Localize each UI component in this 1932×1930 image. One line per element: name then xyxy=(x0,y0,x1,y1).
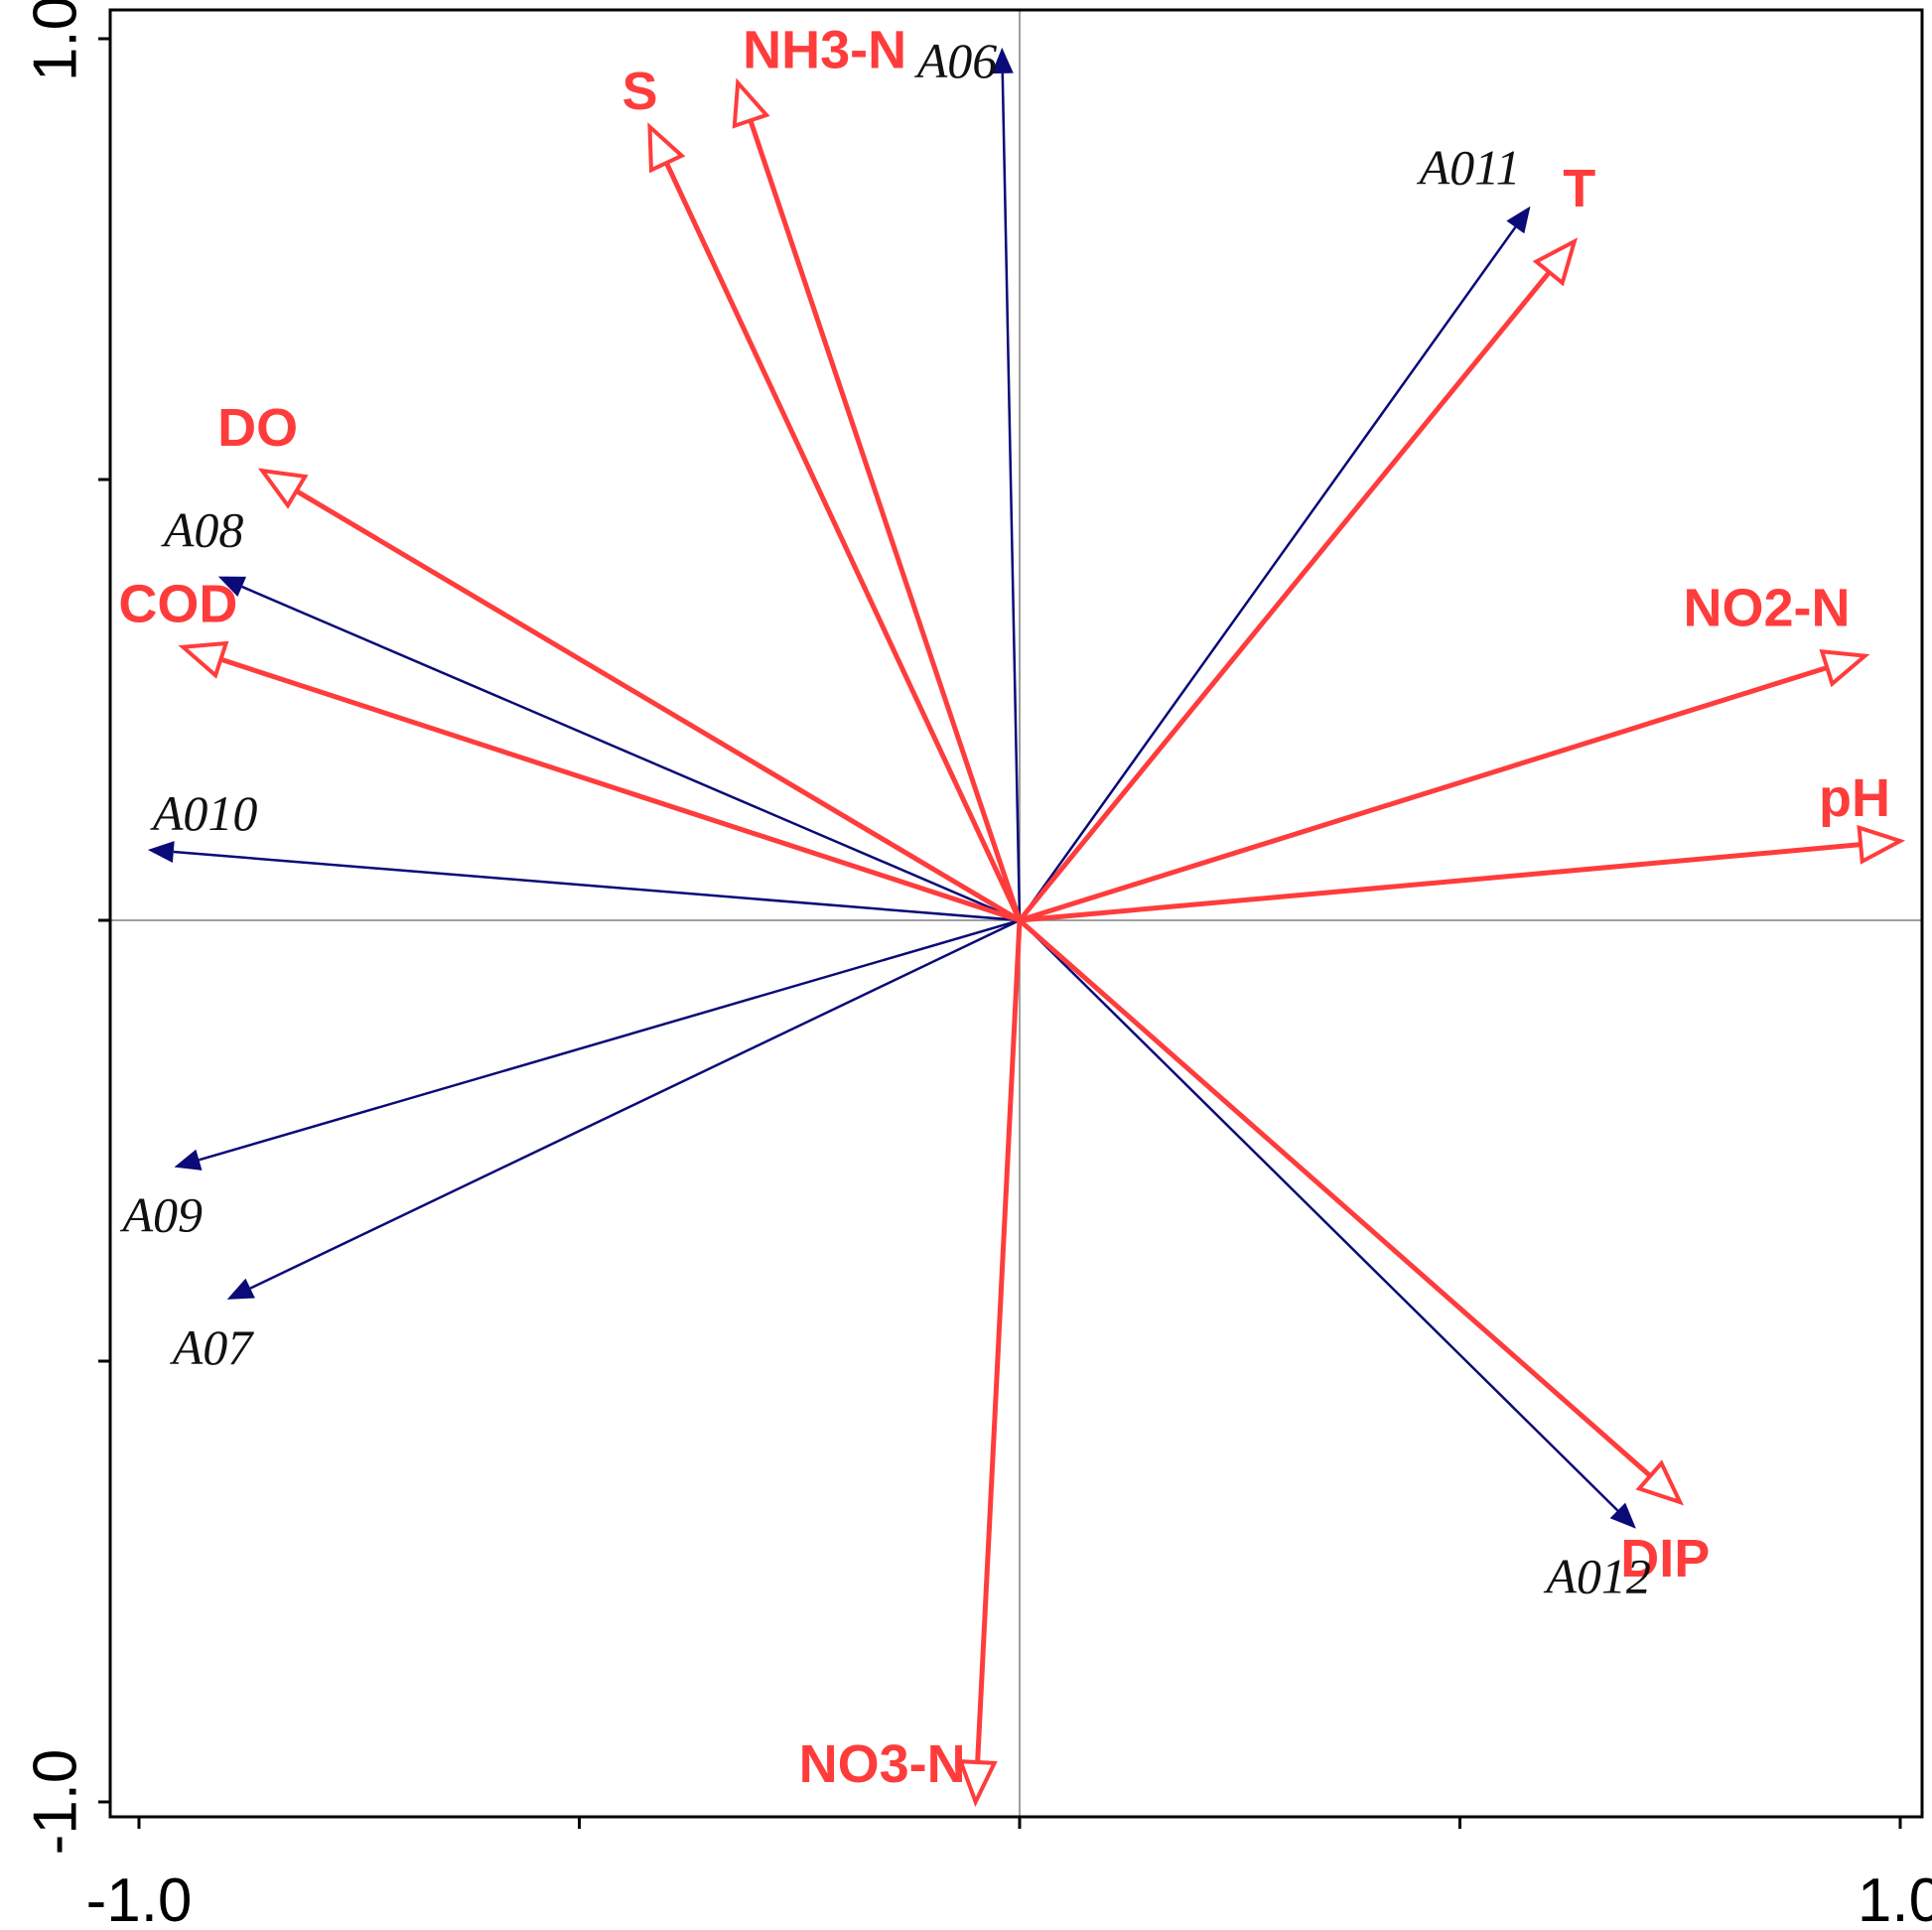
env-arrow-shaft xyxy=(1019,842,1862,923)
env-arrow-head xyxy=(647,122,686,174)
env-arrow-head xyxy=(1635,1459,1685,1506)
species-label-a08: A08 xyxy=(161,502,244,558)
x-tick-label: 1.0 xyxy=(1858,1866,1932,1930)
species-arrow-head xyxy=(147,841,175,864)
env-arrow-no2-n xyxy=(1019,649,1870,923)
plot-frame xyxy=(108,8,1924,1819)
env-arrow-shaft xyxy=(1019,665,1829,923)
env-arrow-shaft xyxy=(219,656,1021,923)
species-arrow-a06 xyxy=(991,47,1022,921)
species-arrow-shaft xyxy=(1019,919,1619,1512)
env-arrow-shaft xyxy=(748,119,1023,921)
environment-arrows xyxy=(178,77,1906,1808)
species-arrow-head xyxy=(174,1149,203,1171)
env-arrow-shaft xyxy=(664,161,1023,922)
species-arrow-head xyxy=(991,47,1014,74)
env-arrow-shaft xyxy=(1018,918,1652,1478)
env-arrow-nh3-n xyxy=(732,77,1023,921)
env-label-nh3-n: NH3-N xyxy=(743,20,906,79)
env-arrow-head xyxy=(1857,824,1906,865)
species-arrow-head xyxy=(1506,206,1531,234)
env-arrow-do xyxy=(257,468,1022,923)
species-label-a012: A012 xyxy=(1543,1549,1651,1604)
env-arrow-shaft xyxy=(1018,270,1552,922)
species-label-a010: A010 xyxy=(150,785,258,841)
species-arrow-a08 xyxy=(217,576,1021,922)
env-arrow-t xyxy=(1018,237,1579,922)
species-arrow-a09 xyxy=(174,918,1021,1171)
species-arrow-a012 xyxy=(1019,919,1636,1529)
env-label-no2-n: NO2-N xyxy=(1684,579,1851,638)
env-arrow-head xyxy=(257,468,309,509)
species-arrow-head xyxy=(217,576,247,598)
env-arrow-head xyxy=(957,1759,998,1808)
env-arrow-head xyxy=(1819,649,1870,688)
species-arrow-shaft xyxy=(241,585,1021,922)
env-arrow-shaft xyxy=(295,488,1022,923)
x-tick-label: -1.0 xyxy=(86,1866,193,1930)
axis-tick-labels: -1.0 1.0 1.0 -1.0 xyxy=(21,0,1932,1930)
y-tick-label: -1.0 xyxy=(21,1749,89,1856)
env-arrow-cod xyxy=(178,640,1021,923)
env-arrow-no3-n xyxy=(957,919,1023,1808)
species-label-a09: A09 xyxy=(119,1187,203,1243)
species-label-a06: A06 xyxy=(914,33,998,88)
env-label-s: S xyxy=(621,62,657,121)
env-label-no3-n: NO3-N xyxy=(799,1734,966,1794)
env-arrow-head xyxy=(178,640,229,679)
species-arrow-shaft xyxy=(1018,226,1517,921)
env-arrow-head xyxy=(732,77,770,129)
env-arrow-shaft xyxy=(975,919,1023,1763)
species-arrow-head xyxy=(1609,1502,1636,1529)
species-arrow-a011 xyxy=(1018,206,1531,921)
y-tick-label: 1.0 xyxy=(21,0,89,81)
env-arrow-head xyxy=(1532,237,1579,287)
species-arrow-a010 xyxy=(147,841,1021,922)
env-arrow-s xyxy=(647,122,1023,922)
axis-ticks xyxy=(98,37,1902,1829)
env-label-cod: COD xyxy=(118,575,237,634)
species-label-a011: A011 xyxy=(1417,140,1521,196)
species-arrow-shaft xyxy=(1001,72,1022,921)
env-arrow-dip xyxy=(1018,918,1685,1506)
arrow-labels: S NH3-N T DO COD NO2-N pH DIP NO3-N A06 A011 A08 A01… xyxy=(118,20,1890,1794)
species-arrow-a07 xyxy=(226,918,1021,1300)
env-label-dip: DIP xyxy=(1620,1529,1710,1588)
env-arrow-ph xyxy=(1019,824,1906,923)
species-arrows xyxy=(147,47,1636,1529)
species-arrow-head xyxy=(226,1278,255,1300)
species-arrow-shaft xyxy=(249,918,1021,1290)
species-label-a07: A07 xyxy=(170,1319,255,1375)
env-label-do: DO xyxy=(217,398,298,458)
species-arrow-shaft xyxy=(199,918,1021,1162)
species-arrow-shaft xyxy=(173,850,1021,922)
env-label-t: T xyxy=(1563,159,1595,218)
env-label-ph: pH xyxy=(1819,768,1890,828)
